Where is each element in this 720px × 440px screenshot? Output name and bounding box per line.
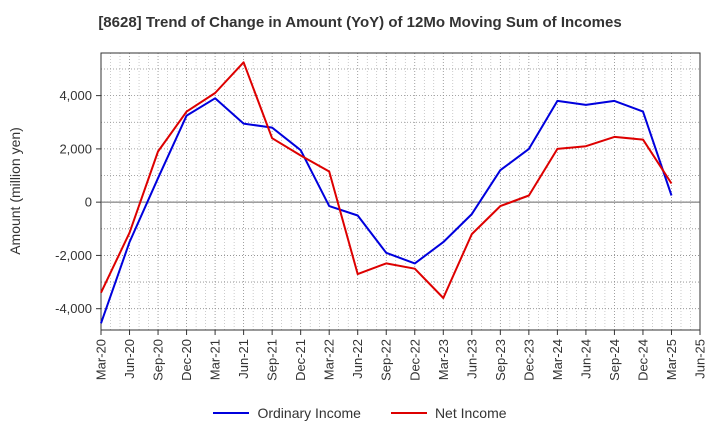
x-tick-label: Jun-24 <box>578 339 593 379</box>
x-tick-label: Sep-24 <box>607 339 622 381</box>
x-tick-label: Sep-20 <box>151 339 166 381</box>
x-tick-label: Dec-21 <box>293 339 308 381</box>
y-tick-label: -2,000 <box>55 248 92 263</box>
x-tick-label: Jun-23 <box>464 339 479 379</box>
legend-item-ordinary-income: Ordinary Income <box>213 405 361 421</box>
legend-swatch-ordinary-income <box>213 412 250 414</box>
series-line-net-income <box>100 61 673 299</box>
x-tick-label: Dec-23 <box>521 339 536 381</box>
x-tick-label: Sep-23 <box>493 339 508 381</box>
y-tick-label: 2,000 <box>59 141 92 156</box>
series-layer <box>100 61 673 324</box>
x-tick-label: Mar-25 <box>664 339 679 380</box>
x-tick-label: Jun-22 <box>350 339 365 379</box>
grid-layer <box>100 53 701 330</box>
x-tick-label: Mar-23 <box>436 339 451 380</box>
y-tick-label: 4,000 <box>59 88 92 103</box>
x-tick-label: Dec-20 <box>179 339 194 381</box>
legend-label-net-income: Net Income <box>434 405 507 421</box>
legend-swatch-net-income <box>390 412 427 414</box>
x-tick-label: Dec-24 <box>635 339 650 381</box>
chart-title: [8628] Trend of Change in Amount (YoY) o… <box>98 14 622 31</box>
axis-layer: -4,000 -2,000 0 2,000 4,000 Mar-20 Jun-20 Sep-2… <box>55 52 708 381</box>
x-tick-label: Mar-22 <box>322 339 337 380</box>
x-tick-label: Sep-21 <box>265 339 280 381</box>
y-axis-title: Amount (million yen) <box>7 127 23 255</box>
plot-area-border <box>100 52 701 331</box>
x-tick-label: Mar-20 <box>94 339 109 380</box>
x-tick-label: Sep-22 <box>379 339 394 381</box>
x-tick-label: Dec-22 <box>407 339 422 381</box>
legend: Ordinary Income Net Income <box>0 405 720 421</box>
x-tick-label: Jun-20 <box>122 339 137 379</box>
x-tick-label: Jun-25 <box>693 339 708 379</box>
x-tick-label: Jun-21 <box>236 339 251 379</box>
series-line-ordinary-income <box>100 97 673 324</box>
y-tick-label: 0 <box>85 195 92 210</box>
x-tick-label: Mar-21 <box>208 339 223 380</box>
y-tick-label: -4,000 <box>55 301 92 316</box>
x-tick-label: Mar-24 <box>550 339 565 380</box>
legend-item-net-income: Net Income <box>390 405 507 421</box>
legend-label-ordinary-income: Ordinary Income <box>257 405 361 421</box>
